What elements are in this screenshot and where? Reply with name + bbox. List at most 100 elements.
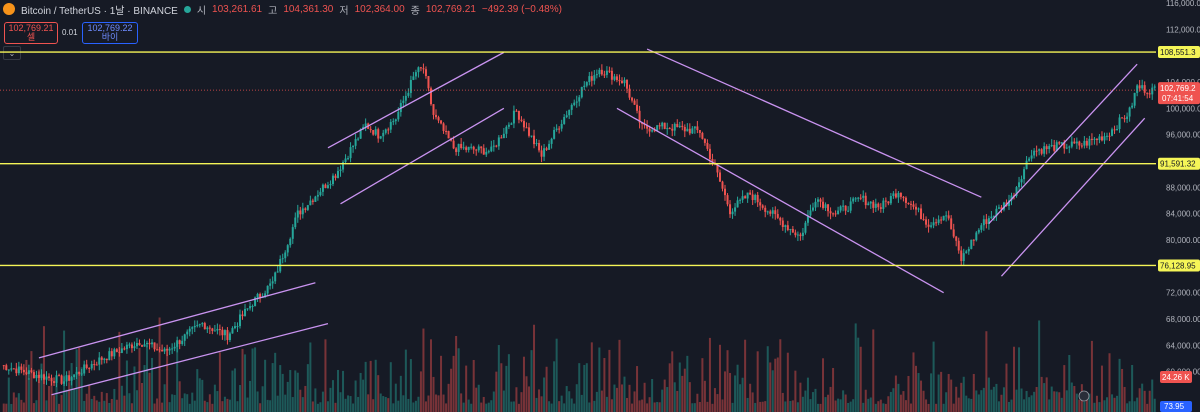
candle xyxy=(236,326,239,328)
volume-bar xyxy=(769,362,772,412)
candle xyxy=(1103,136,1106,141)
candle xyxy=(1002,202,1005,210)
volume-bar xyxy=(60,395,63,412)
y-tick-label: 100,000.00 xyxy=(1166,104,1200,113)
candle xyxy=(417,67,420,73)
symbol-title[interactable]: Bitcoin / TetherUS · 1날 · BINANCE xyxy=(21,5,178,17)
volume-bar xyxy=(952,403,955,412)
volume-bar xyxy=(452,355,455,412)
candle xyxy=(904,197,907,203)
volume-bar xyxy=(756,351,759,412)
volume-bar xyxy=(724,371,727,412)
volume-bar xyxy=(957,397,960,412)
volume-bar xyxy=(470,403,473,412)
volume-bar xyxy=(603,358,606,412)
candle xyxy=(507,124,510,127)
spread-value: 0.01 xyxy=(62,28,78,37)
candle xyxy=(344,158,347,163)
volume-bar xyxy=(284,394,287,412)
sell-button[interactable]: 102,769.21 셀 xyxy=(4,22,58,44)
volume-bar xyxy=(55,378,58,412)
candle xyxy=(739,199,742,201)
volume-bar xyxy=(291,397,294,412)
candle xyxy=(781,220,784,228)
candle xyxy=(1088,138,1091,146)
volume-bar xyxy=(269,400,272,412)
candle xyxy=(1100,136,1103,141)
volume-bar xyxy=(1063,365,1066,412)
volume-bar xyxy=(1060,397,1063,412)
volume-bar xyxy=(884,403,887,412)
candle xyxy=(316,195,319,197)
volume-bar xyxy=(965,395,968,412)
candle xyxy=(231,328,234,334)
candle xyxy=(63,381,66,384)
candle xyxy=(161,349,164,352)
candle xyxy=(168,348,171,351)
volume-bar xyxy=(686,355,689,412)
trend-line-channel-1-upper xyxy=(327,51,505,149)
volume-bar xyxy=(286,381,289,412)
candle xyxy=(379,136,382,139)
volume-bar xyxy=(1025,390,1028,412)
candle xyxy=(432,104,435,115)
volume-bar xyxy=(450,368,453,412)
candle xyxy=(369,128,372,131)
candle xyxy=(837,210,840,215)
volume-bar xyxy=(422,328,425,412)
candle xyxy=(73,374,76,378)
candle xyxy=(211,328,214,331)
candle xyxy=(12,368,15,370)
volume-bar xyxy=(75,349,78,412)
volume-bar xyxy=(563,403,566,412)
buy-button[interactable]: 102,769.22 바이 xyxy=(82,22,138,44)
volume-bar xyxy=(751,392,754,412)
candle xyxy=(442,123,445,131)
candle xyxy=(193,325,196,328)
candle xyxy=(357,138,360,140)
volume-bar xyxy=(173,394,176,412)
volume-bar xyxy=(251,348,254,412)
candle xyxy=(27,370,30,375)
volume-bar xyxy=(20,399,23,412)
candle xyxy=(731,211,734,215)
candle xyxy=(960,250,963,262)
volume-bar xyxy=(485,403,488,412)
collapse-chevron-icon[interactable]: ⌄ xyxy=(3,46,21,60)
open-label: 시 xyxy=(196,5,207,17)
volume-bar xyxy=(1093,402,1096,412)
volume-bar xyxy=(1105,397,1109,412)
candle xyxy=(1123,118,1126,120)
volume-bar xyxy=(1043,383,1046,412)
volume-bar xyxy=(791,400,794,412)
volume-bar xyxy=(1048,399,1051,412)
candle xyxy=(844,205,847,211)
candle xyxy=(475,149,478,151)
volume-bar xyxy=(982,387,985,412)
volume-bar xyxy=(236,401,239,412)
candle xyxy=(598,69,601,75)
candle xyxy=(1065,147,1068,149)
candle xyxy=(620,80,623,84)
volume-bar xyxy=(45,400,48,412)
volume-bar xyxy=(223,396,226,412)
y-tick-label: 72,000.00 xyxy=(1166,289,1200,298)
volume-bar xyxy=(183,393,186,412)
volume-bar xyxy=(1058,392,1061,412)
candle xyxy=(613,76,616,80)
candle xyxy=(854,198,857,200)
volume-bar xyxy=(1068,354,1071,412)
candle xyxy=(233,326,236,329)
volume-bar xyxy=(636,366,639,412)
volume-bar xyxy=(721,399,724,412)
volume-bar xyxy=(834,400,837,412)
candle xyxy=(1080,145,1083,147)
volume-bar xyxy=(666,387,669,412)
volume-bar xyxy=(349,396,352,412)
volume-bar xyxy=(404,349,407,412)
volume-bar xyxy=(517,403,520,412)
volume-bar xyxy=(641,399,644,412)
candle xyxy=(912,204,915,207)
candle xyxy=(329,184,332,186)
